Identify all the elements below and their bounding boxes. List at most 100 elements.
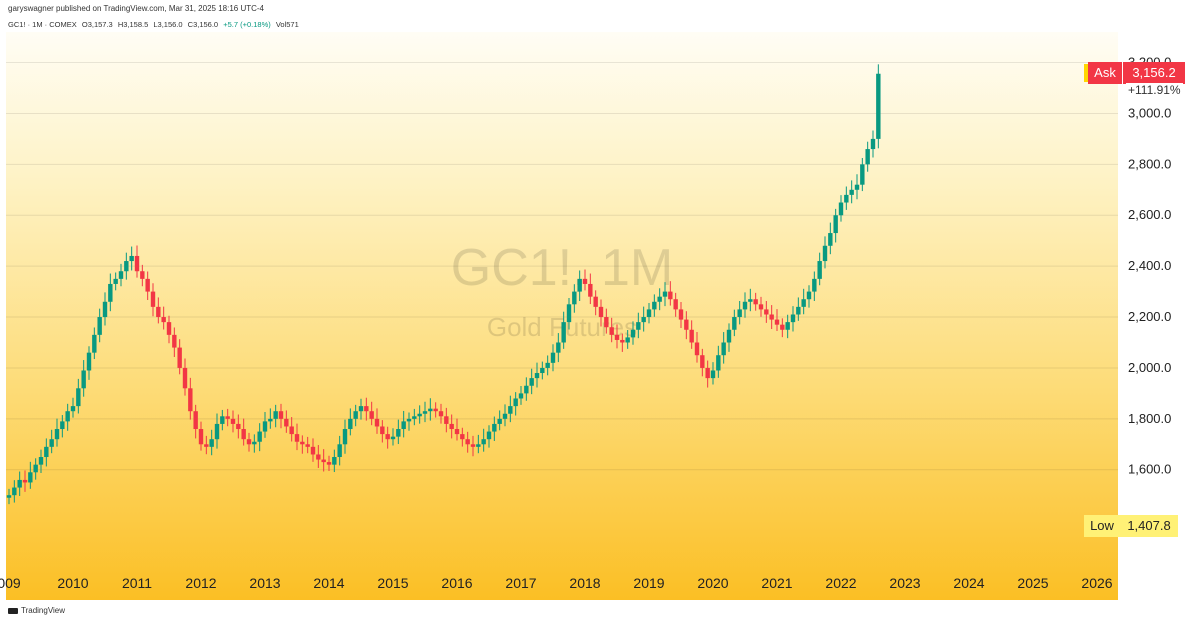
- candle[interactable]: [316, 445, 321, 468]
- candle[interactable]: [6, 488, 12, 505]
- candle[interactable]: [113, 272, 118, 291]
- candle[interactable]: [337, 435, 342, 466]
- candle[interactable]: [860, 157, 865, 192]
- candle[interactable]: [273, 404, 278, 428]
- candle[interactable]: [716, 345, 721, 378]
- candle[interactable]: [545, 355, 550, 376]
- candle[interactable]: [294, 423, 300, 451]
- candle[interactable]: [321, 449, 326, 472]
- candle[interactable]: [76, 378, 81, 414]
- candle[interactable]: [753, 292, 758, 311]
- candle[interactable]: [737, 301, 742, 325]
- candle[interactable]: [854, 174, 860, 200]
- candle[interactable]: [396, 419, 401, 445]
- candle[interactable]: [470, 435, 476, 457]
- candle[interactable]: [204, 435, 209, 455]
- candle[interactable]: [289, 417, 294, 442]
- candle[interactable]: [225, 408, 230, 427]
- candle[interactable]: [188, 377, 193, 420]
- candle[interactable]: [732, 309, 737, 337]
- candle[interactable]: [300, 435, 305, 454]
- candle[interactable]: [380, 420, 385, 443]
- candle[interactable]: [561, 311, 566, 349]
- candle[interactable]: [769, 305, 774, 330]
- candle[interactable]: [182, 358, 188, 396]
- candle[interactable]: [129, 246, 134, 271]
- candle[interactable]: [172, 327, 177, 357]
- candle[interactable]: [102, 292, 108, 326]
- candle[interactable]: [44, 438, 49, 467]
- candle[interactable]: [673, 292, 678, 317]
- candle[interactable]: [369, 401, 374, 426]
- candle[interactable]: [662, 282, 668, 307]
- candle[interactable]: [780, 318, 785, 338]
- candle[interactable]: [556, 333, 561, 363]
- candle[interactable]: [124, 252, 129, 280]
- candle[interactable]: [641, 306, 646, 332]
- candle[interactable]: [145, 271, 150, 300]
- candle[interactable]: [86, 346, 92, 380]
- candle[interactable]: [257, 423, 262, 452]
- candle[interactable]: [118, 263, 124, 287]
- price-axis[interactable]: [1118, 32, 1200, 600]
- candle[interactable]: [785, 314, 790, 339]
- candle[interactable]: [705, 360, 710, 388]
- candle[interactable]: [774, 309, 780, 332]
- candle[interactable]: [726, 323, 732, 352]
- candle[interactable]: [38, 449, 44, 474]
- candle[interactable]: [865, 141, 870, 172]
- candle[interactable]: [166, 315, 172, 344]
- candle[interactable]: [828, 222, 833, 255]
- candle[interactable]: [230, 410, 236, 433]
- candle[interactable]: [310, 438, 316, 462]
- candle[interactable]: [433, 402, 438, 418]
- candle[interactable]: [817, 252, 822, 286]
- candle[interactable]: [177, 339, 182, 375]
- candle[interactable]: [60, 415, 65, 438]
- candle[interactable]: [566, 297, 572, 330]
- candle[interactable]: [700, 348, 705, 377]
- candle[interactable]: [54, 418, 60, 447]
- candle[interactable]: [246, 432, 252, 452]
- candle[interactable]: [812, 271, 817, 302]
- candle[interactable]: [822, 236, 828, 269]
- chart-pane[interactable]: [6, 32, 1118, 600]
- candle[interactable]: [790, 306, 796, 332]
- candle[interactable]: [540, 361, 545, 380]
- candle[interactable]: [806, 285, 812, 308]
- candle[interactable]: [97, 308, 102, 343]
- candle[interactable]: [572, 284, 577, 313]
- candle[interactable]: [22, 470, 28, 492]
- candle[interactable]: [652, 294, 657, 317]
- candle[interactable]: [524, 377, 529, 401]
- candle[interactable]: [481, 428, 486, 452]
- candle[interactable]: [412, 408, 417, 426]
- candle[interactable]: [348, 408, 353, 436]
- candle[interactable]: [588, 273, 593, 305]
- candle[interactable]: [108, 273, 113, 312]
- candle[interactable]: [508, 395, 513, 423]
- candle[interactable]: [70, 397, 76, 418]
- candle[interactable]: [220, 409, 225, 431]
- candle[interactable]: [417, 405, 422, 424]
- candle[interactable]: [209, 429, 214, 456]
- candle[interactable]: [358, 398, 364, 420]
- symbol-label[interactable]: GC1! · 1M · COMEX: [8, 20, 77, 29]
- candle[interactable]: [844, 186, 849, 210]
- candle[interactable]: [81, 360, 86, 397]
- candle[interactable]: [876, 64, 881, 149]
- candle[interactable]: [28, 461, 33, 489]
- candle[interactable]: [374, 408, 380, 434]
- candle[interactable]: [326, 455, 332, 472]
- candle[interactable]: [305, 436, 310, 454]
- candle[interactable]: [406, 412, 412, 431]
- candle[interactable]: [534, 362, 540, 388]
- candle[interactable]: [694, 332, 700, 363]
- candle[interactable]: [796, 297, 801, 321]
- candle[interactable]: [428, 398, 433, 421]
- candle[interactable]: [598, 299, 604, 327]
- candle[interactable]: [449, 414, 454, 439]
- candle[interactable]: [49, 429, 54, 454]
- candle[interactable]: [342, 419, 348, 454]
